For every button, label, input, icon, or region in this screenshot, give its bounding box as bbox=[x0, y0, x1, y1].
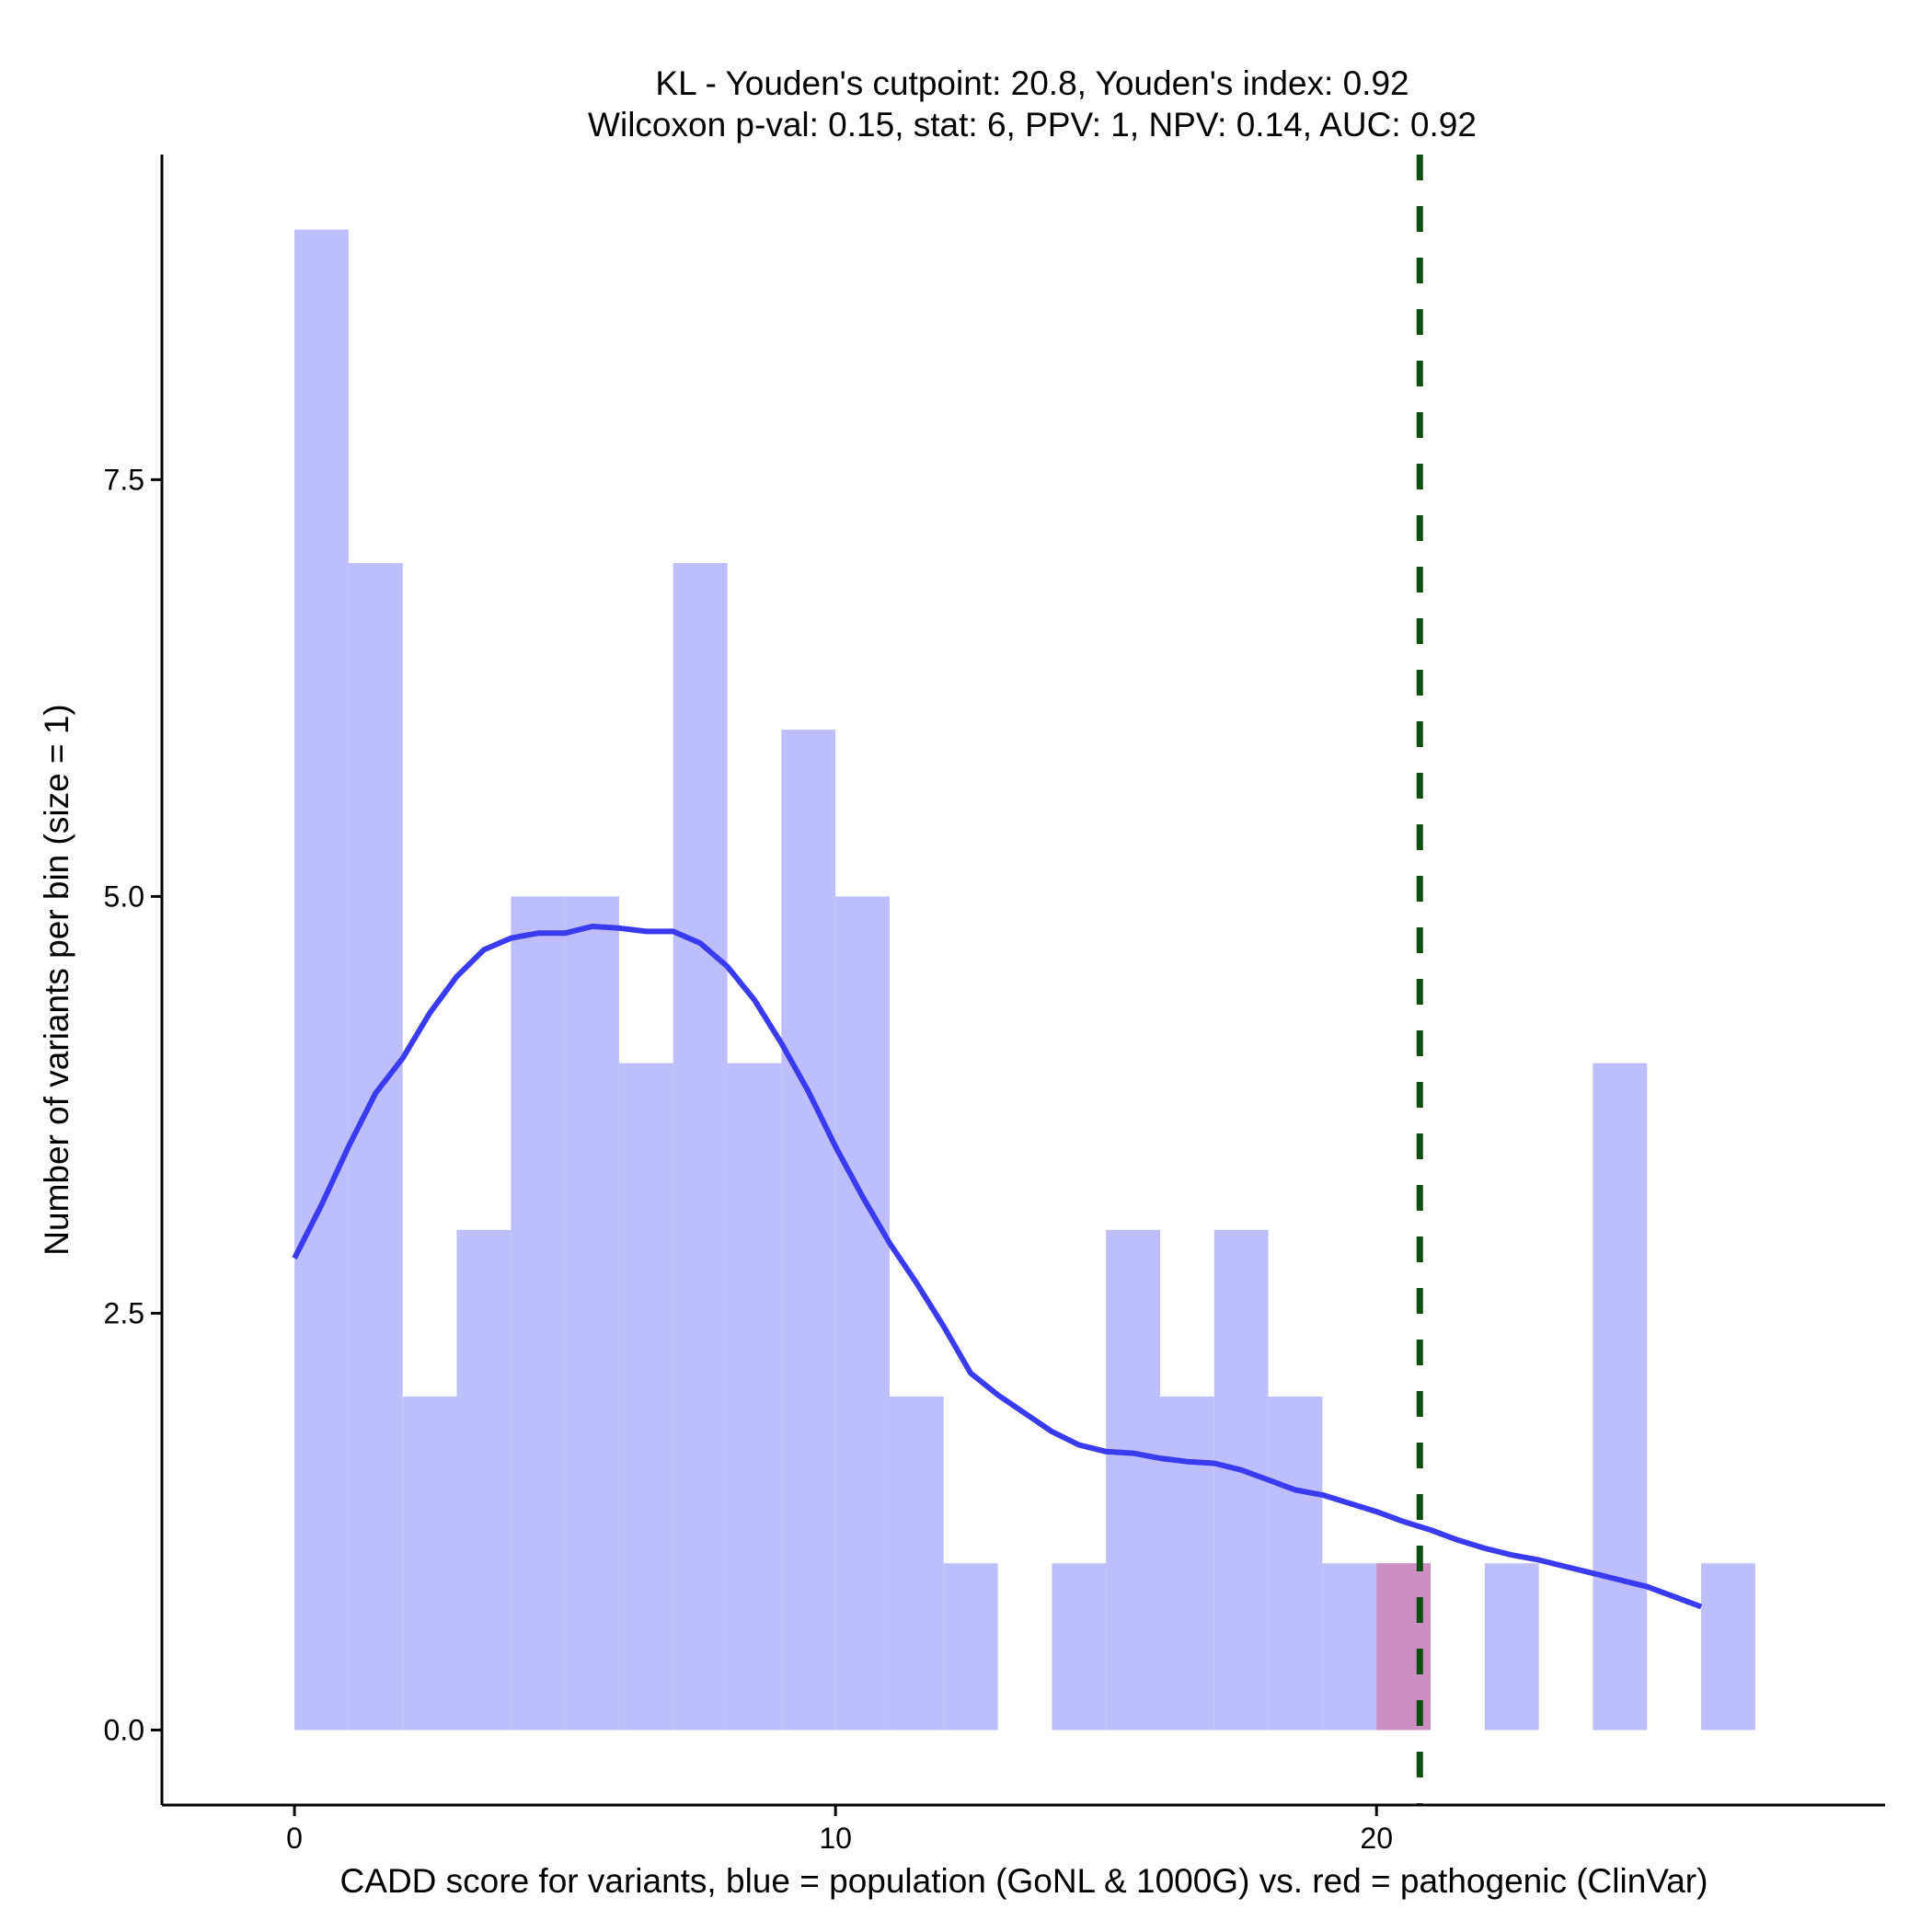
x-axis-ticks: 0 10 20 bbox=[286, 1805, 1393, 1855]
chart-title-line-1: KL - Youden's cutpoint: 20.8, Youden's i… bbox=[655, 64, 1409, 102]
x-tick-label-10: 10 bbox=[819, 1822, 852, 1855]
population-bar-11 bbox=[889, 1397, 944, 1731]
population-bar-19 bbox=[1322, 1563, 1377, 1731]
x-axis-label: CADD score for variants, blue = populati… bbox=[340, 1862, 1708, 1900]
population-bar-7 bbox=[673, 562, 728, 1731]
y-tick-label-5: 5.0 bbox=[104, 880, 144, 913]
y-axis-ticks: 0.0 2.5 5.0 7.5 bbox=[104, 463, 162, 1746]
x-tick-label-20: 20 bbox=[1360, 1822, 1393, 1855]
population-bar-22 bbox=[1484, 1563, 1539, 1731]
population-bar-10 bbox=[835, 896, 890, 1731]
population-bar-9 bbox=[781, 730, 836, 1731]
population-bar-5 bbox=[565, 896, 619, 1731]
population-bar-0 bbox=[294, 229, 349, 1731]
population-bar-18 bbox=[1268, 1397, 1323, 1731]
population-bar-1 bbox=[348, 562, 403, 1731]
population-bar-26 bbox=[1701, 1563, 1755, 1731]
population-bar-14 bbox=[1052, 1563, 1107, 1731]
population-bar-2 bbox=[402, 1397, 457, 1731]
population-bar-8 bbox=[727, 1063, 782, 1731]
chart-title-line-2: Wilcoxon p-val: 0.15, stat: 6, PPV: 1, N… bbox=[588, 106, 1477, 144]
population-bars bbox=[294, 229, 1755, 1731]
population-bar-3 bbox=[456, 1229, 512, 1731]
y-axis-label: Number of variants per bin (size = 1) bbox=[38, 704, 75, 1255]
plot-area bbox=[292, 155, 1755, 1805]
population-bar-4 bbox=[511, 896, 566, 1731]
population-bar-16 bbox=[1159, 1397, 1214, 1731]
population-bar-15 bbox=[1106, 1229, 1160, 1731]
chart-title: KL - Youden's cutpoint: 20.8, Youden's i… bbox=[588, 64, 1477, 144]
population-bar-6 bbox=[618, 1063, 673, 1731]
population-bar-12 bbox=[943, 1563, 998, 1731]
population-bar-17 bbox=[1213, 1229, 1269, 1731]
y-tick-label-2.5: 2.5 bbox=[104, 1296, 144, 1329]
density-curve bbox=[292, 924, 1703, 1610]
axes: 0 10 20 0.0 2.5 5.0 7.5 bbox=[104, 155, 1885, 1855]
y-tick-label-0: 0.0 bbox=[104, 1713, 144, 1746]
x-tick-label-0: 0 bbox=[286, 1822, 303, 1855]
population-bar-24 bbox=[1593, 1063, 1648, 1731]
y-tick-label-7.5: 7.5 bbox=[104, 463, 144, 496]
